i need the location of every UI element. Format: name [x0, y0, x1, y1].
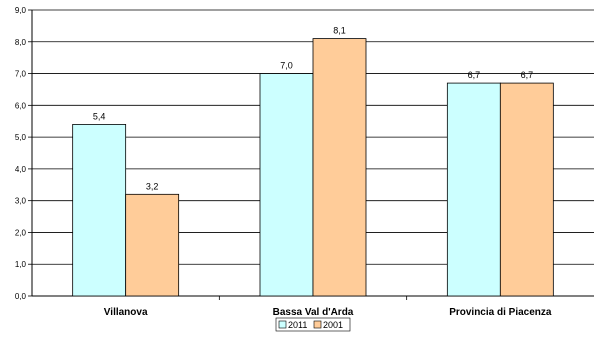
- legend-swatch-2001: [313, 320, 322, 329]
- y-tick-label: 3,0: [15, 197, 27, 206]
- bar-2001-0: [125, 193, 180, 297]
- y-tick-label: 7,0: [15, 70, 27, 79]
- y-tick-label: 8,0: [15, 38, 27, 47]
- y-tick-label: 2,0: [15, 228, 27, 237]
- data-label: 5,4: [93, 111, 106, 121]
- x-category-label: Provincia di Piacenza: [449, 307, 552, 318]
- bar-2001-1: [312, 38, 367, 297]
- x-category-label: Bassa Val d'Arda: [273, 307, 354, 318]
- bar-2001-2: [499, 82, 554, 297]
- y-tick-label: 4,0: [15, 165, 27, 174]
- data-label: 6,7: [521, 70, 534, 80]
- legend-swatch-2011: [278, 320, 287, 329]
- data-label: 3,2: [146, 181, 159, 191]
- y-tick-label: 6,0: [15, 101, 27, 110]
- data-label: 7,0: [280, 61, 293, 71]
- legend-label: 2001: [323, 320, 343, 330]
- data-label: 8,1: [333, 26, 346, 36]
- bar-2011-2: [446, 82, 501, 297]
- bar-2011-0: [72, 124, 127, 297]
- legend-box: [275, 317, 351, 332]
- y-tick-label: 0,0: [15, 292, 27, 301]
- y-tick-label: 9,0: [15, 6, 27, 15]
- x-category-label: Villanova: [104, 307, 148, 318]
- bar-2011-1: [259, 73, 314, 297]
- legend-label: 2011: [288, 320, 307, 330]
- y-tick-label: 5,0: [15, 133, 27, 142]
- y-tick-label: 1,0: [15, 260, 27, 269]
- data-label: 6,7: [468, 70, 481, 80]
